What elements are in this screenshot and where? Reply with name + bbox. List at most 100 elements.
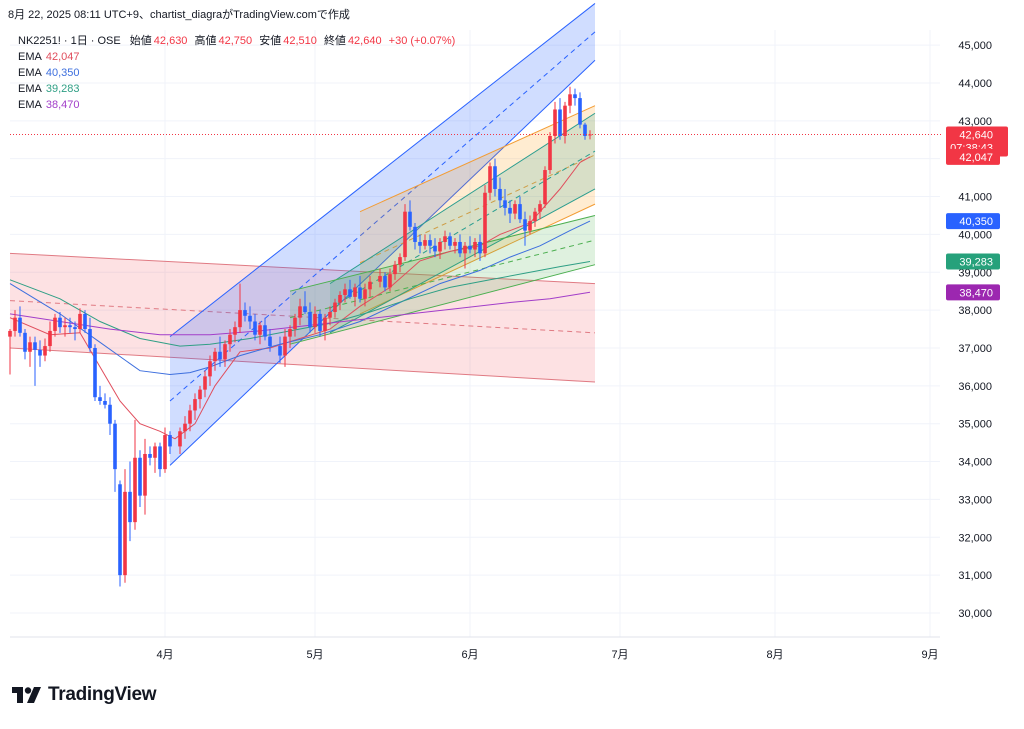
candle-body: [408, 211, 412, 227]
ema-price-tag-value: 42,047: [959, 152, 993, 164]
candle: [583, 122, 587, 140]
candle-body: [503, 200, 507, 208]
candle: [78, 308, 82, 333]
candle: [28, 336, 32, 367]
candle: [573, 88, 577, 106]
low-label: 安値: [259, 35, 282, 47]
candle: [118, 480, 122, 587]
candle-body: [283, 336, 287, 356]
ema-legend-row-4[interactable]: EMA 38,470: [18, 97, 455, 113]
candle: [508, 200, 512, 224]
candle-body: [143, 453, 147, 496]
candle: [383, 272, 387, 292]
candle-body: [558, 109, 562, 136]
candle: [348, 279, 352, 299]
ema-price-tag-bg: [946, 253, 1000, 270]
channel-mid-line-0: [9, 300, 596, 334]
symbol-ohlc-row[interactable]: NK2251! · 1日 · OSE 始値 42,630 高値 42,750 安値 4…: [18, 33, 455, 49]
ema-price-tag-bg: [946, 148, 1000, 165]
tradingview-logo-text: TradingView: [48, 684, 157, 705]
candle-body: [128, 491, 132, 523]
candle-body: [523, 219, 527, 231]
candle-body: [248, 315, 252, 322]
candle: [483, 185, 487, 258]
candle-body: [213, 351, 217, 362]
candle: [23, 329, 27, 360]
candle: [393, 260, 397, 280]
ema-price-tag-4: 38,470: [946, 284, 1000, 301]
candle: [473, 238, 477, 258]
ema-value: 39,283: [45, 83, 80, 95]
candle: [343, 283, 347, 303]
candle: [503, 188, 507, 216]
candle-body: [313, 313, 317, 328]
tradingview-logo[interactable]: TradingView: [12, 684, 157, 706]
candle-body: [268, 336, 272, 347]
candle-body: [178, 431, 182, 447]
candle: [228, 329, 232, 352]
last-price-tag-value: 42,640: [959, 129, 993, 141]
y-tick-label: 38,000: [958, 305, 992, 317]
candle-body: [438, 241, 442, 252]
candle: [533, 207, 537, 227]
candle-body: [278, 346, 282, 356]
candle: [493, 158, 497, 197]
candle: [358, 276, 362, 303]
candle-body: [133, 457, 137, 523]
candle: [488, 162, 492, 201]
x-tick-label: 9月: [921, 649, 938, 661]
candle-body: [413, 226, 417, 242]
candle-body: [573, 94, 577, 99]
candle: [328, 306, 332, 326]
candle-body: [368, 281, 372, 290]
candle-body: [38, 349, 42, 356]
candle-body: [233, 327, 237, 335]
candle: [428, 234, 432, 254]
y-tick-label: 44,000: [958, 78, 992, 90]
y-tick-label: 45,000: [958, 40, 992, 52]
candle: [458, 234, 462, 258]
ema-legend-row-1[interactable]: EMA 42,047: [18, 49, 455, 65]
candle-body: [358, 287, 362, 299]
open-label: 始値: [129, 35, 152, 47]
ema-price-tag-value: 40,350: [959, 216, 993, 228]
ema-label: EMA: [18, 99, 42, 111]
candle: [58, 312, 62, 333]
high-value: 42,750: [218, 35, 253, 47]
y-tick-label: 30,000: [958, 608, 992, 620]
candle-body: [68, 325, 72, 328]
ema-price-tag-value: 39,283: [959, 257, 993, 269]
ema-price-tag-1: 42,047: [946, 148, 1000, 165]
candle: [408, 200, 412, 231]
candle: [478, 234, 482, 261]
candle: [158, 442, 162, 477]
candle-body: [13, 317, 17, 331]
candle: [193, 393, 197, 420]
channel-fill-4: [290, 215, 595, 345]
candle: [553, 101, 557, 144]
candle-body: [8, 330, 12, 337]
x-tick-label: 7月: [611, 649, 628, 661]
ema-price-tag-3: 39,283: [946, 253, 1000, 270]
channel-fill-3: [330, 113, 595, 333]
candle: [248, 306, 252, 330]
channel-bottom-line-0: [9, 347, 596, 383]
candle: [578, 92, 582, 129]
change-value: +30 (+0.07%): [388, 35, 456, 47]
y-tick-label: 33,000: [958, 494, 992, 506]
candle: [183, 416, 187, 439]
ema-value: 40,350: [45, 67, 80, 79]
ema-legend-row-3[interactable]: EMA 39,283: [18, 81, 455, 97]
candle-body: [88, 329, 92, 348]
candle-body: [483, 192, 487, 254]
candle-body: [548, 135, 552, 171]
candle: [108, 397, 112, 436]
symbol-name[interactable]: NK2251! · 1日 · OSE: [18, 35, 121, 47]
candle: [73, 321, 77, 341]
candle: [213, 347, 217, 371]
legend: NK2251! · 1日 · OSE 始値 42,630 高値 42,750 安値 4…: [18, 33, 455, 113]
candle-body: [298, 306, 302, 318]
y-tick-label: 31,000: [958, 570, 992, 582]
ema-legend-row-2[interactable]: EMA 40,350: [18, 65, 455, 81]
